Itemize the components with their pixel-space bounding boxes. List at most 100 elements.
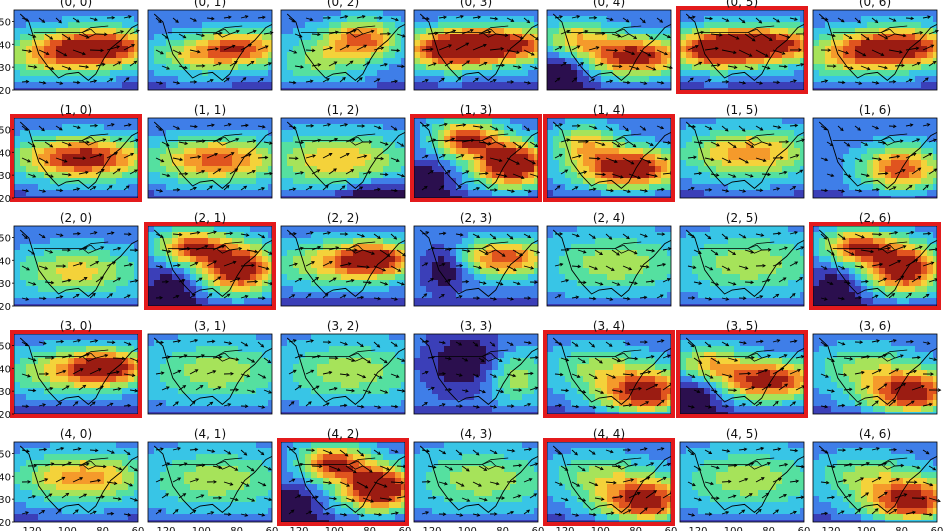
- heatmap-cell: [329, 70, 336, 77]
- heatmap-cell: [873, 82, 880, 89]
- heatmap-cell: [148, 58, 155, 65]
- heatmap-cell: [686, 154, 693, 161]
- heatmap-cell: [528, 166, 535, 173]
- heatmap-cell: [746, 142, 753, 149]
- heatmap-cell: [98, 124, 105, 131]
- heatmap-cell: [686, 52, 693, 59]
- heatmap-cell: [698, 34, 705, 41]
- heatmap-cell: [553, 166, 560, 173]
- heatmap-cell: [698, 166, 705, 173]
- heatmap-cell: [220, 22, 227, 29]
- heatmap-cell: [722, 70, 729, 77]
- great-lakes: [614, 136, 630, 146]
- heatmap-cell: [492, 142, 499, 149]
- heatmap-cell: [232, 82, 239, 89]
- heatmap-cell: [595, 124, 602, 131]
- heatmap-cell: [214, 22, 221, 29]
- wind-arrow-head: [759, 127, 764, 131]
- heatmap-cell: [262, 136, 269, 143]
- wind-arrow-head: [396, 48, 401, 53]
- heatmap-cell: [722, 28, 729, 35]
- wind-arrow: [495, 141, 507, 148]
- heatmap-cell: [474, 22, 481, 29]
- wind-arrow: [478, 141, 491, 145]
- heatmap-cell: [262, 58, 269, 65]
- heatmap-cell: [116, 46, 123, 53]
- heatmap-cell: [68, 118, 75, 125]
- heatmap-cell: [716, 28, 723, 35]
- heatmap-cell: [667, 70, 671, 77]
- heatmap-cell: [800, 154, 804, 161]
- heatmap-cell: [528, 160, 535, 167]
- heatmap-cell: [504, 76, 511, 83]
- heatmap-cell: [414, 46, 421, 53]
- heatmap-cell: [122, 142, 129, 149]
- heatmap-cell: [486, 46, 493, 53]
- heatmap-cell: [365, 136, 372, 143]
- heatmap-cell: [746, 70, 753, 77]
- heatmap-cell: [377, 184, 384, 191]
- heatmap-cell: [401, 28, 405, 35]
- heatmap-cell: [867, 148, 874, 155]
- wind-arrow-head: [556, 185, 561, 189]
- heatmap-cell: [776, 22, 783, 29]
- heatmap-cell: [154, 52, 161, 59]
- wind-arrow-head: [916, 61, 921, 66]
- heatmap-cell: [154, 178, 161, 185]
- heatmap-cell: [456, 136, 463, 143]
- heatmap-cell: [128, 22, 135, 29]
- heatmap-cell: [128, 10, 135, 17]
- heatmap-cell: [196, 22, 203, 29]
- heatmap-cell: [432, 76, 439, 83]
- heatmap-cell: [414, 28, 421, 35]
- heatmap-cell: [414, 160, 421, 167]
- heatmap-cell: [353, 148, 360, 155]
- heatmap-cell: [885, 130, 892, 137]
- wind-arrow: [761, 173, 771, 176]
- heatmap-cell: [50, 70, 57, 77]
- heatmap-cell: [32, 118, 39, 125]
- heatmap-cell: [244, 172, 251, 179]
- heatmap-cell: [365, 142, 372, 149]
- heatmap-cell: [56, 64, 63, 71]
- heatmap-cell: [843, 28, 850, 35]
- heatmap-cell: [377, 82, 384, 89]
- heatmap-cell: [770, 10, 777, 17]
- heatmap-cell: [722, 136, 729, 143]
- heatmap-cell: [486, 82, 493, 89]
- heatmap-cell: [522, 172, 529, 179]
- wind-arrow-head: [462, 123, 467, 127]
- heatmap-cell: [287, 10, 294, 17]
- heatmap-cell: [655, 160, 662, 167]
- heatmap-cell: [208, 58, 215, 65]
- heatmap-cell: [722, 190, 729, 197]
- wind-arrow-head: [566, 29, 571, 34]
- heatmap-cell: [14, 118, 21, 125]
- heatmap-cell: [704, 196, 711, 198]
- heatmap-cell: [420, 34, 427, 41]
- heatmap-cell: [619, 28, 626, 35]
- heatmap-cell: [329, 172, 336, 179]
- heatmap-cell: [667, 76, 671, 83]
- heatmap-cell: [927, 22, 934, 29]
- heatmap-cell: [432, 130, 439, 137]
- wind-arrow: [554, 185, 561, 191]
- heatmap-cell: [414, 142, 421, 149]
- heatmap-cell: [50, 118, 57, 125]
- wind-arrow-head: [725, 18, 730, 22]
- wind-arrow: [212, 32, 223, 35]
- heatmap-cell: [855, 76, 862, 83]
- heatmap-cell: [692, 70, 699, 77]
- wind-arrow-head: [67, 36, 71, 40]
- heatmap-cell: [26, 82, 33, 89]
- heatmap-cell: [764, 16, 771, 23]
- wind-arrow-head: [644, 189, 649, 193]
- heatmap-cell: [516, 28, 523, 35]
- heatmap-cell: [855, 124, 862, 131]
- heatmap-cell: [486, 16, 493, 23]
- wind-arrow: [89, 17, 98, 21]
- wind-arrow: [843, 33, 853, 39]
- heatmap-cell: [716, 160, 723, 167]
- heatmap-cell: [764, 154, 771, 161]
- wind-arrow: [123, 153, 134, 159]
